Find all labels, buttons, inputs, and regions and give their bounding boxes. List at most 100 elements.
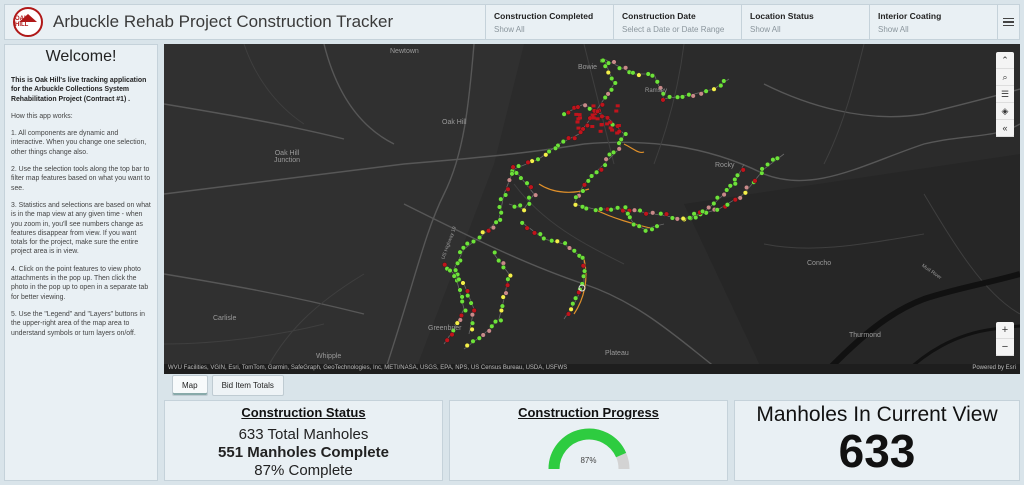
filter-construction-completed[interactable]: Construction Completed Show All: [485, 5, 613, 39]
map-canvas[interactable]: [164, 44, 1020, 374]
zoom-out-icon[interactable]: −: [996, 339, 1014, 356]
manhole-point: [611, 149, 617, 155]
manhole-point: [469, 312, 475, 318]
place-label: Bowie: [578, 64, 598, 71]
manhole-point: [572, 135, 578, 141]
map-view[interactable]: Newtown Oak Hill Oak Hill Junction Bowie…: [164, 44, 1020, 374]
manhole-point: [703, 88, 709, 94]
manhole-point: [605, 115, 611, 121]
problem-area: [598, 129, 603, 133]
manhole-point: [463, 308, 469, 314]
manhole-point: [599, 102, 605, 108]
legend-icon[interactable]: ☰: [996, 86, 1014, 103]
manhole-point: [602, 95, 608, 101]
filter-location-status[interactable]: Location Status Show All: [741, 5, 869, 39]
manhole-point: [528, 184, 534, 190]
manhole-point: [744, 184, 750, 190]
manhole-point: [587, 115, 593, 121]
manhole-point: [469, 326, 475, 332]
pipe-line-orange: [623, 143, 645, 154]
welcome-heading: Welcome!: [45, 48, 117, 65]
manhole-point: [580, 188, 586, 194]
manhole-point: [742, 190, 748, 196]
road-minor: [243, 44, 305, 125]
manhole-point: [636, 72, 642, 78]
manhole-point: [594, 169, 600, 175]
manhole-point: [477, 234, 483, 240]
manhole-point: [442, 262, 448, 268]
problem-area: [615, 131, 620, 135]
collapse-icon[interactable]: «: [996, 120, 1014, 137]
pipe-line: [498, 58, 615, 220]
manhole-point: [507, 273, 513, 279]
manhole-point: [526, 195, 532, 201]
view-tabs: Map Bid Item Totals: [172, 375, 284, 396]
filter-interior-coating[interactable]: Interior Coating Show All: [869, 5, 997, 39]
menu-icon[interactable]: [997, 5, 1019, 39]
zoom-controls: + −: [996, 322, 1014, 356]
manhole-point: [636, 223, 642, 229]
manhole-point: [727, 183, 733, 189]
manhole-point: [607, 151, 613, 157]
search-icon[interactable]: ⌕: [996, 69, 1014, 86]
selected-point: [578, 284, 586, 292]
manhole-point: [632, 207, 638, 213]
manhole-point: [600, 57, 606, 63]
manhole-point: [724, 202, 730, 208]
manhole-point: [561, 111, 567, 117]
road: [164, 273, 365, 315]
layers-icon[interactable]: ◈: [996, 103, 1014, 120]
place-label: Whipple: [316, 353, 342, 360]
total-manholes: 633 Total Manholes: [238, 426, 369, 443]
manhole-point: [643, 211, 649, 217]
road-minor: [653, 44, 685, 165]
manhole-point: [645, 71, 651, 77]
manhole-point: [526, 201, 532, 207]
river: [902, 324, 1020, 374]
zoom-in-icon[interactable]: +: [996, 322, 1014, 339]
brand: OAK HILL Arbuckle Rehab Project Construc…: [5, 5, 485, 39]
manhole-point: [735, 172, 741, 178]
manhole-point: [714, 195, 720, 201]
manhole-point: [700, 208, 706, 214]
gauge-fill: [548, 428, 626, 470]
manhole-point: [456, 276, 462, 282]
manhole-point: [602, 63, 608, 69]
place-label: Thurmond: [849, 332, 881, 339]
manhole-point: [616, 146, 622, 152]
manhole-point: [468, 300, 474, 306]
manhole-point: [492, 249, 498, 255]
pipe-line-orange: [593, 208, 655, 230]
manhole-point: [627, 214, 633, 220]
tab-bid-item-totals[interactable]: Bid Item Totals: [211, 375, 284, 396]
manhole-point: [737, 195, 743, 201]
manhole-point: [576, 289, 582, 295]
manhole-point: [486, 328, 492, 334]
place-label: Oak Hill Junction: [273, 150, 301, 164]
manhole-point: [649, 226, 655, 232]
place-label: Rocky: [715, 162, 735, 169]
manhole-point: [680, 216, 686, 222]
manhole-point: [568, 306, 574, 312]
manhole-point: [617, 65, 623, 71]
problem-area: [590, 113, 595, 117]
filter-construction-date[interactable]: Construction Date Select a Date or Date …: [613, 5, 741, 39]
manholes-in-view-panel: Manholes In Current View 633: [734, 400, 1020, 481]
manhole-point: [496, 258, 502, 264]
manhole-point: [664, 211, 670, 217]
road-minor: [513, 183, 625, 265]
manhole-point: [516, 163, 522, 169]
manhole-point: [631, 221, 637, 227]
manhole-point: [505, 186, 511, 192]
manhole-point: [693, 214, 699, 220]
problem-area: [575, 120, 580, 124]
manhole-point: [499, 303, 505, 309]
manhole-point: [498, 210, 504, 216]
manhole-point: [554, 238, 560, 244]
manhole-point: [532, 230, 538, 236]
expand-icon[interactable]: ⌃: [996, 52, 1014, 69]
manhole-count: 633: [838, 425, 916, 477]
terrain-shade: [164, 44, 524, 374]
tab-map[interactable]: Map: [172, 375, 208, 396]
manhole-point: [582, 102, 588, 108]
